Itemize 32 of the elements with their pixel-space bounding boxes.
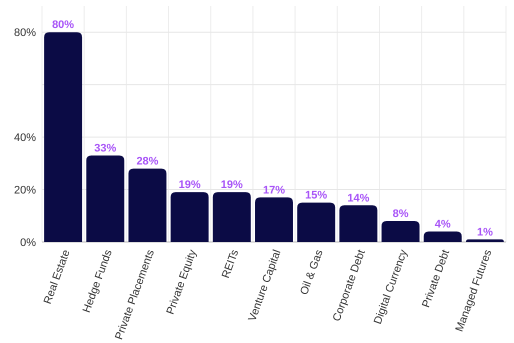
bar: [170, 192, 209, 242]
y-tick-label: 40%: [14, 132, 36, 144]
bar: [86, 155, 124, 242]
data-label: 80%: [52, 19, 74, 32]
bar: [212, 192, 251, 242]
data-label: 1%: [476, 226, 494, 238]
x-tick-label: Private Equity: [164, 248, 200, 316]
x-tick-label: Hedge Funds: [80, 248, 115, 314]
y-tick-label: 80%: [14, 27, 36, 40]
x-tick-label: Real Estate: [42, 248, 73, 306]
x-tick-label: Oil & Gas: [298, 248, 326, 297]
data-label: 19%: [220, 179, 244, 192]
bar: [297, 202, 336, 242]
data-label: 4%: [434, 218, 451, 231]
bar: [466, 239, 504, 242]
bar: [44, 32, 82, 242]
data-label: 33%: [94, 142, 116, 154]
bar: [255, 197, 293, 242]
bar: [424, 232, 462, 242]
y-tick-label: 20%: [14, 184, 36, 196]
data-label: 28%: [136, 156, 159, 168]
y-tick-label: 0%: [20, 236, 36, 249]
x-tick-label: Private Debt: [420, 248, 452, 310]
data-label: 14%: [347, 192, 370, 204]
data-label: 17%: [262, 184, 286, 196]
x-tick-label: REITs: [220, 248, 242, 280]
data-label: 8%: [392, 208, 409, 220]
bar: [339, 205, 378, 242]
data-label: 15%: [305, 190, 328, 202]
bar: [128, 168, 166, 242]
data-label: 19%: [178, 179, 201, 192]
bar: [382, 221, 420, 242]
